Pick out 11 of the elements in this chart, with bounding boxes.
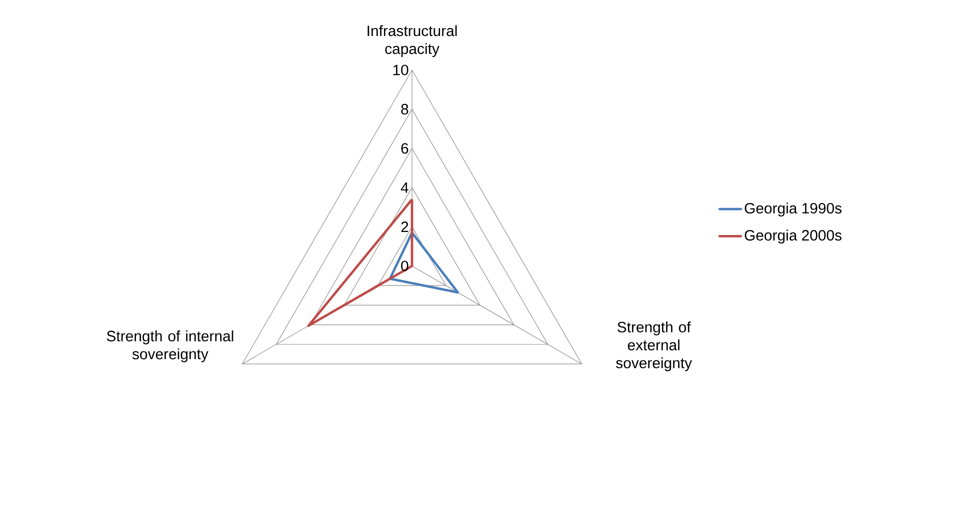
y-tick-label: 4 [400, 182, 408, 193]
spoke-label: Infrastructural capacity [368, 25, 457, 58]
y-tick-label: 0 [401, 260, 408, 272]
legend-label: Georgia 2000s [744, 230, 842, 244]
y-tick-label: 2 [401, 222, 408, 232]
spoke-label: Strength of internal sovereignty [106, 330, 234, 362]
y-tick-label: 10 [393, 64, 408, 76]
y-tick-label: 6 [401, 143, 408, 154]
y-tick-label: 8 [401, 104, 408, 114]
spoke-label: Strength of external sovereignty [616, 321, 692, 372]
legend-label: Georgia 1990s [744, 202, 842, 216]
